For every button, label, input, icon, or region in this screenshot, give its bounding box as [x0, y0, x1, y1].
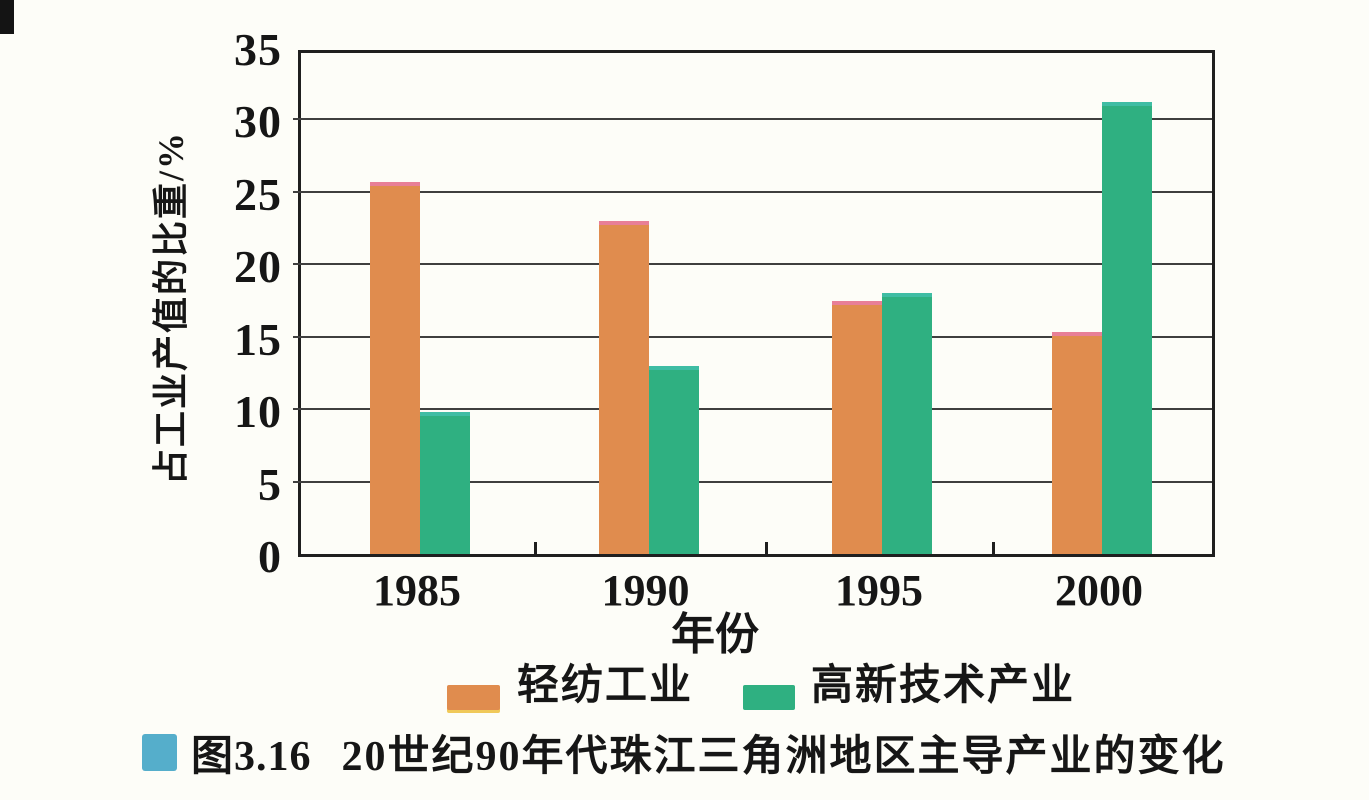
legend-swatch-light-textile-industry	[447, 685, 500, 710]
gridline-15	[293, 335, 1212, 338]
bar-1990-light-textile	[598, 220, 649, 554]
gridline-30	[293, 118, 1212, 121]
x-tick-label-1995: 1995	[835, 566, 923, 615]
gridline-20	[293, 263, 1212, 266]
bar-2000-high-tech	[1102, 102, 1152, 554]
bar-1985-light-textile	[370, 181, 420, 554]
y-tick-label: 35	[234, 24, 282, 75]
x-axis-tick	[992, 542, 995, 554]
caption-bullet-icon	[142, 733, 177, 771]
bar-1995-high-tech	[882, 293, 932, 554]
y-tick-label: 25	[234, 168, 282, 220]
legend-label-light-textile-industry: 轻纺工业	[517, 663, 694, 709]
bar-1995-light-textile	[832, 300, 882, 554]
x-tick-label-1985: 1985	[373, 566, 461, 615]
plot-area	[293, 50, 1215, 557]
chart-legend: 轻纺工业 高新技术产业	[0, 656, 1369, 716]
gridline-10	[293, 408, 1212, 411]
figure-title: 20世纪90年代珠江三角洲地区主导产业的变化	[341, 733, 1226, 780]
y-tick-label: 15	[234, 313, 282, 365]
scan-artifact-mark	[0, 0, 14, 34]
bar-1985-high-tech	[420, 412, 470, 554]
gridline-5	[293, 480, 1212, 483]
bar-2000-light-textile	[1052, 332, 1102, 554]
x-tick-label-1990: 1990	[601, 566, 690, 615]
x-tick-label-2000: 2000	[1055, 566, 1143, 615]
y-tick-label: 5	[258, 458, 282, 510]
y-tick-label: 10	[234, 386, 282, 438]
y-tick-label: 30	[234, 96, 282, 148]
gridline-25	[293, 190, 1212, 193]
figure-number: 图3.16	[191, 733, 312, 780]
x-axis-tick	[765, 542, 769, 554]
legend-label-high-tech-industry: 高新技术产业	[811, 663, 1076, 709]
x-axis-tick	[534, 542, 538, 554]
x-axis-title: 年份	[671, 610, 759, 659]
bar-1990-high-tech	[648, 365, 699, 554]
figure-caption: 图3.16 20世纪90年代珠江三角洲地区主导产业的变化	[142, 726, 1226, 780]
legend-swatch-high-tech-industry	[743, 685, 795, 710]
y-tick-label: 20	[234, 241, 282, 293]
y-tick-label: 0	[258, 531, 282, 582]
